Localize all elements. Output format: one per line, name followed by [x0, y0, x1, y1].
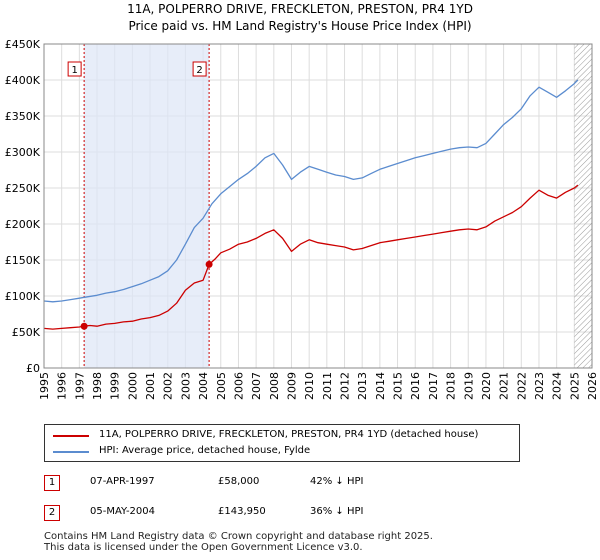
legend-label-hpi: HPI: Average price, detached house, Fyld…: [99, 445, 311, 456]
y-tick-label: £250K: [5, 182, 41, 195]
chart-title: 11A, POLPERRO DRIVE, FRECKLETON, PRESTON…: [127, 2, 473, 16]
forecast-hatch: [574, 44, 592, 368]
x-tick-label: 2024: [551, 372, 564, 400]
x-tick-label: 2003: [179, 372, 192, 400]
x-tick-label: 1998: [91, 372, 104, 400]
sale-hpi-comparison: 42% ↓ HPI: [310, 476, 364, 487]
x-tick-label: 2018: [445, 372, 458, 400]
price-chart: 1 2 £0 £50K £100K £150K £200K £250K £300K £350K £…: [5, 38, 599, 400]
legend-swatch-property: [53, 435, 89, 437]
x-tick-label: 1995: [38, 372, 51, 400]
sale-hpi-comparison: 36% ↓ HPI: [310, 506, 364, 517]
x-tick-label: 2010: [303, 372, 316, 400]
ownership-shading: [84, 44, 210, 368]
sale-badge-box: [192, 61, 207, 77]
sale-price: £143,950: [218, 506, 266, 517]
sale-number-badge: 1: [44, 475, 60, 491]
x-tick-label: 1996: [56, 372, 69, 400]
sale-date: 05-MAY-2004: [90, 506, 156, 517]
sale-badge-label: 2: [196, 65, 202, 76]
legend-label-property: 11A, POLPERRO DRIVE, FRECKLETON, PRESTON…: [99, 429, 479, 440]
x-tick-label: 2007: [250, 372, 263, 400]
footer-licence: This data is licensed under the Open Gov…: [44, 542, 363, 553]
x-tick-label: 1997: [73, 372, 86, 400]
chart-subtitle: Price paid vs. HM Land Registry's House …: [128, 19, 472, 33]
x-tick-label: 2000: [126, 372, 139, 400]
x-tick-label: 2020: [480, 372, 493, 400]
x-tick-label: 2023: [533, 372, 546, 400]
x-tick-label: 1999: [109, 372, 122, 400]
y-tick-label: £350K: [5, 110, 41, 123]
y-tick-label: £400K: [5, 74, 41, 87]
x-tick-label: 2017: [427, 372, 440, 400]
x-tick-label: 2008: [268, 372, 281, 400]
y-tick-label: £450K: [5, 38, 41, 51]
plot-frame: [43, 43, 593, 369]
y-tick-label: £200K: [5, 218, 41, 231]
x-tick-label: 2022: [515, 372, 528, 400]
series-line-property: [43, 184, 579, 330]
x-tick-label: 2026: [586, 372, 599, 400]
legend-swatch-hpi: [53, 451, 89, 453]
x-tick-label: 2015: [392, 372, 405, 400]
y-tick-label: £0: [26, 362, 40, 375]
sale-point-marker: [80, 322, 88, 330]
x-tick-label: 2016: [409, 372, 422, 400]
x-tick-label: 2011: [321, 372, 334, 400]
x-tick-label: 2012: [339, 372, 352, 400]
x-tick-label: 2025: [568, 372, 581, 400]
x-tick-label: 2006: [232, 372, 245, 400]
x-tick-label: 2013: [356, 372, 369, 400]
chart-legend: 11A, POLPERRO DRIVE, FRECKLETON, PRESTON…: [44, 424, 520, 462]
sale-badge-box: [67, 61, 82, 77]
x-tick-label: 2005: [215, 372, 228, 400]
x-tick-label: 2004: [197, 372, 210, 400]
x-tick-label: 2019: [462, 372, 475, 400]
series-line-hpi: [43, 79, 579, 303]
sale-point-marker: [205, 260, 213, 268]
sale-badge-label: 1: [71, 65, 77, 76]
y-tick-label: £150K: [5, 254, 41, 267]
x-tick-label: 2021: [498, 372, 511, 400]
sale-date: 07-APR-1997: [90, 476, 155, 487]
footer-copyright: Contains HM Land Registry data © Crown c…: [44, 531, 433, 542]
x-tick-label: 2002: [162, 372, 175, 400]
y-tick-label: £50K: [12, 326, 41, 339]
sale-number-badge: 2: [44, 505, 60, 521]
x-tick-label: 2014: [374, 372, 387, 400]
y-tick-label: £300K: [5, 146, 41, 159]
x-tick-label: 2009: [285, 372, 298, 400]
x-tick-label: 2001: [144, 372, 157, 400]
sale-price: £58,000: [218, 476, 260, 487]
y-tick-label: £100K: [5, 290, 41, 303]
